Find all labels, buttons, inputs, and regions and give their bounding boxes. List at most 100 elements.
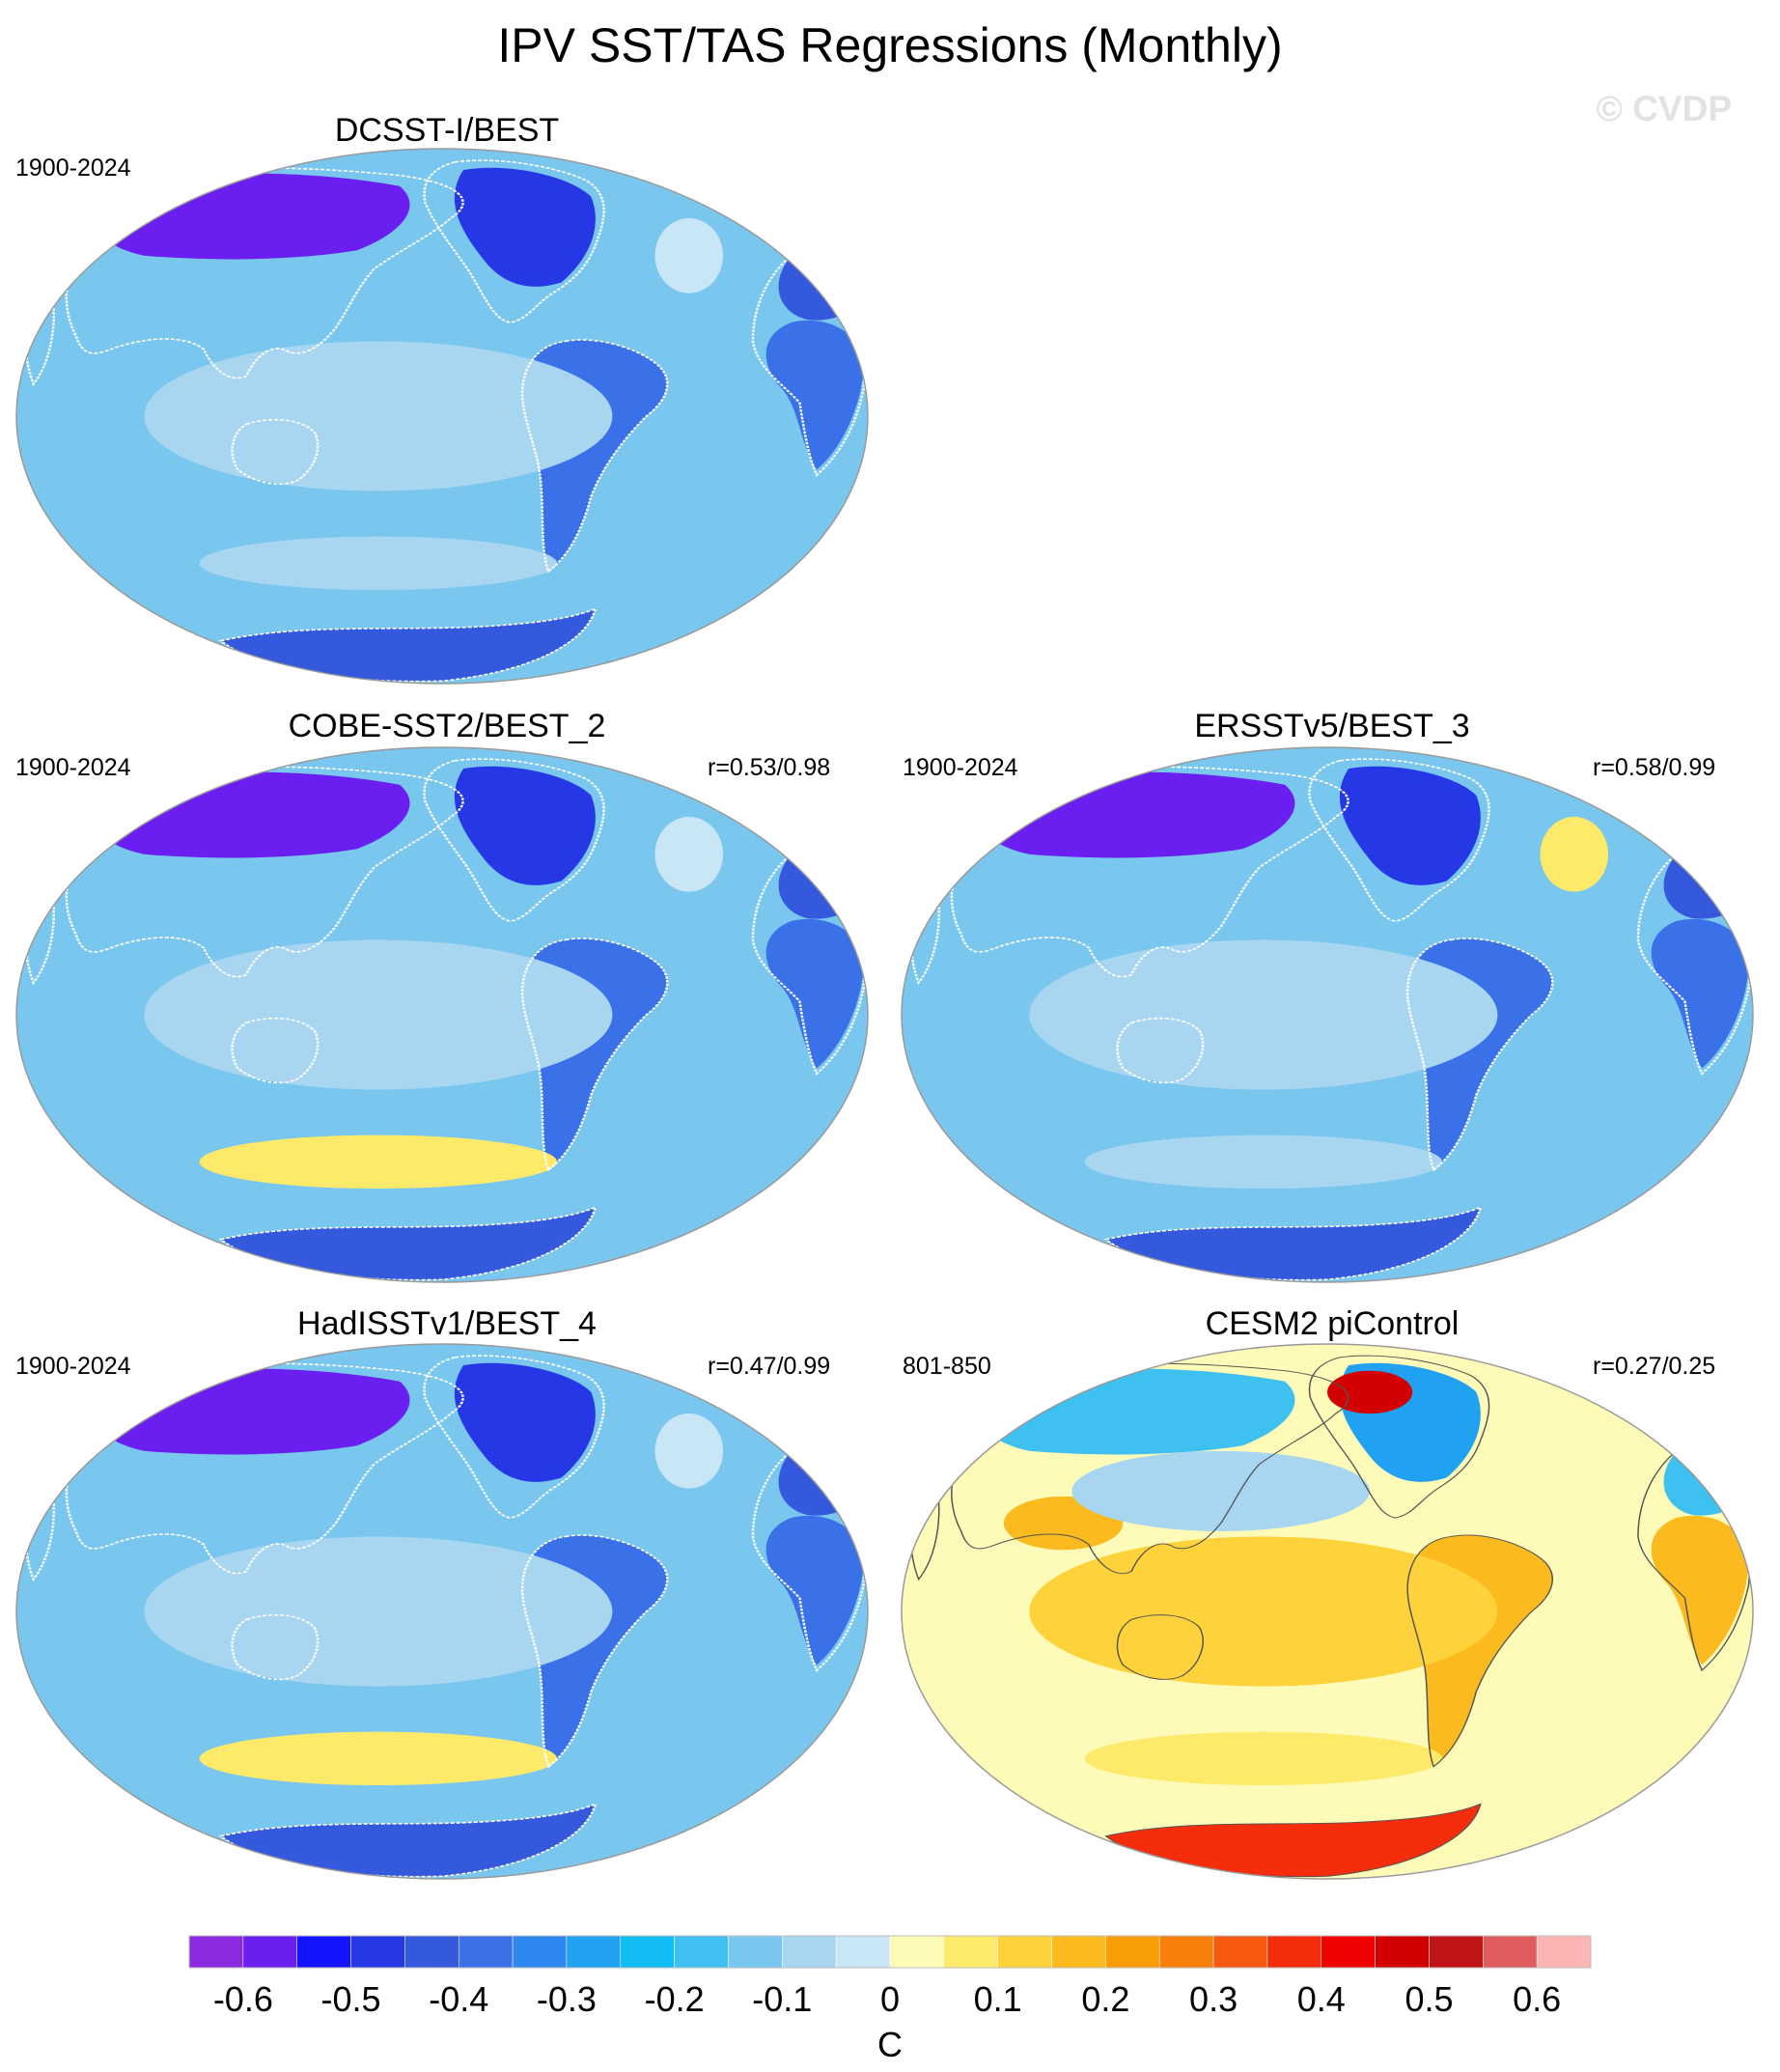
panel2-region-southern-ocean <box>199 1134 558 1190</box>
panel2-region-africa <box>765 918 864 1069</box>
panel2-map-border <box>15 746 869 1283</box>
panel3-region-africa <box>1651 918 1749 1069</box>
panel4-map <box>16 1344 868 1879</box>
colorbar-tick-label: 0.4 <box>1297 1979 1346 2019</box>
colorbar-bin <box>458 1935 514 1969</box>
colorbar-frame <box>188 1935 1592 1969</box>
colorbar-bin <box>835 1935 891 1969</box>
panel3-region-antarctica <box>1105 1207 1481 1280</box>
panel5-region-southern-ocean <box>1084 1731 1443 1786</box>
panel1-period: 1900-2024 <box>15 154 131 182</box>
colorbar-bin <box>1105 1935 1160 1969</box>
panel1-region-antarctica <box>220 608 596 682</box>
panel4-region-tropical-pacific <box>144 1536 613 1687</box>
panel4-region-north-america <box>454 1362 596 1482</box>
colorbar-bin <box>620 1935 675 1969</box>
panel5-region-antarctica <box>1105 1804 1481 1877</box>
panel4-region-europe <box>778 1444 864 1516</box>
panel2-region-north-america <box>454 766 596 885</box>
panel1-region-tropical-pacific <box>144 341 613 491</box>
panel4-correlation: r=0.47/0.99 <box>708 1353 831 1380</box>
panel2-period: 1900-2024 <box>15 754 131 781</box>
colorbar-bin <box>1483 1935 1538 1969</box>
colorbar-bin <box>674 1935 729 1969</box>
colorbar-tick-label: 0.1 <box>974 1979 1022 2019</box>
panel4-region-africa <box>765 1515 864 1666</box>
panel4-region-north-eurasia <box>90 1368 410 1455</box>
panel3-region-north-eurasia <box>975 771 1295 858</box>
colorbar-tick-label: -0.4 <box>429 1979 488 2019</box>
colorbar-tick-label: 0.6 <box>1513 1979 1561 2019</box>
panel2-region-north-eurasia <box>90 771 410 858</box>
panel2-region-antarctica <box>220 1207 596 1280</box>
cvdp-watermark: © CVDP <box>1596 89 1732 128</box>
colorbar-bin <box>943 1935 998 1969</box>
colorbar-bin <box>1375 1935 1430 1969</box>
panel3-title: ERSSTv5/BEST_3 <box>1194 708 1470 744</box>
panel4-region-north-atlantic <box>654 1414 724 1489</box>
panel3-region-north-america <box>1339 766 1481 885</box>
panel2-title: COBE-SST2/BEST_2 <box>288 708 606 744</box>
panel3-map-border <box>901 746 1754 1283</box>
panel2-region-europe <box>36 814 60 882</box>
colorbar-tick-label: -0.3 <box>537 1979 597 2019</box>
colorbar-bin <box>997 1935 1052 1969</box>
colorbar-bin <box>1321 1935 1376 1969</box>
panel1-map <box>16 149 868 684</box>
panel3-region-europe <box>1663 848 1749 919</box>
colorbar-bin <box>782 1935 837 1969</box>
panel5-region-tropical-pacific <box>1029 1536 1498 1687</box>
colorbar-bin <box>404 1935 459 1969</box>
colorbar-bin <box>296 1935 351 1969</box>
colorbar-bin <box>1266 1935 1322 1969</box>
panel5-title: CESM2 piControl <box>1205 1305 1460 1342</box>
panel5-region-north-eurasia <box>975 1368 1295 1455</box>
panel1-region-africa <box>765 320 864 470</box>
colorbar-tick-label: 0 <box>880 1979 900 2019</box>
panel5-region-africa <box>1651 1515 1749 1666</box>
colorbar-bin <box>512 1935 568 1969</box>
panel3-map <box>902 747 1753 1282</box>
colorbar-bin <box>1536 1935 1592 1969</box>
panel5-region-europe <box>921 1411 945 1478</box>
panel4-map-border <box>15 1343 869 1880</box>
colorbar-bin <box>242 1935 297 1969</box>
panel2-region-europe <box>778 848 864 919</box>
panel4-region-antarctica <box>220 1804 596 1877</box>
panel1-map-border <box>15 148 869 685</box>
panel3-region-tropical-pacific <box>1029 939 1498 1090</box>
colorbar-tick-label: 0.3 <box>1189 1979 1238 2019</box>
panel5-region-europe <box>1663 1444 1749 1516</box>
panel5-correlation: r=0.27/0.25 <box>1593 1353 1716 1380</box>
colorbar-unit-label: C <box>877 2025 903 2064</box>
colorbar-bin <box>1429 1935 1484 1969</box>
panel3-region-southern-ocean <box>1084 1134 1443 1190</box>
figure-title: IPV SST/TAS Regressions (Monthly) <box>497 18 1283 72</box>
colorbar-tick-label: 0.2 <box>1081 1979 1129 2019</box>
panel1-title: DCSST-I/BEST <box>334 112 560 149</box>
panel1-region-north-atlantic <box>654 218 724 294</box>
colorbar-bin <box>350 1935 405 1969</box>
colorbar-bin <box>1158 1935 1214 1969</box>
panel5-period: 801-850 <box>903 1353 991 1380</box>
panel2-correlation: r=0.53/0.98 <box>708 754 831 781</box>
panel4-period: 1900-2024 <box>15 1353 131 1380</box>
panel2-region-tropical-pacific <box>144 939 613 1090</box>
colorbar-tick-label: -0.5 <box>321 1979 381 2019</box>
panel1-region-north-america <box>454 167 596 287</box>
panel4-region-europe <box>36 1411 60 1478</box>
colorbar-bin <box>1051 1935 1106 1969</box>
colorbar-tick-label: -0.1 <box>752 1979 812 2019</box>
panel1-region-europe <box>36 215 60 283</box>
panel5-map <box>902 1344 1753 1879</box>
panel2-map <box>16 747 868 1282</box>
colorbar-tick-label: -0.6 <box>213 1979 273 2019</box>
colorbar: -0.6 -0.5 -0.4 -0.3 -0.2 -0.1 0 0.1 0.2 0.3 0.4 0.5… <box>188 1935 1592 2064</box>
colorbar-tick-label: -0.2 <box>645 1979 705 2019</box>
panel3-period: 1900-2024 <box>903 754 1018 781</box>
colorbar-bin <box>566 1935 622 1969</box>
panel1-region-north-eurasia <box>90 173 410 260</box>
colorbar-bin <box>728 1935 783 1969</box>
panel5-map-border <box>901 1343 1754 1880</box>
